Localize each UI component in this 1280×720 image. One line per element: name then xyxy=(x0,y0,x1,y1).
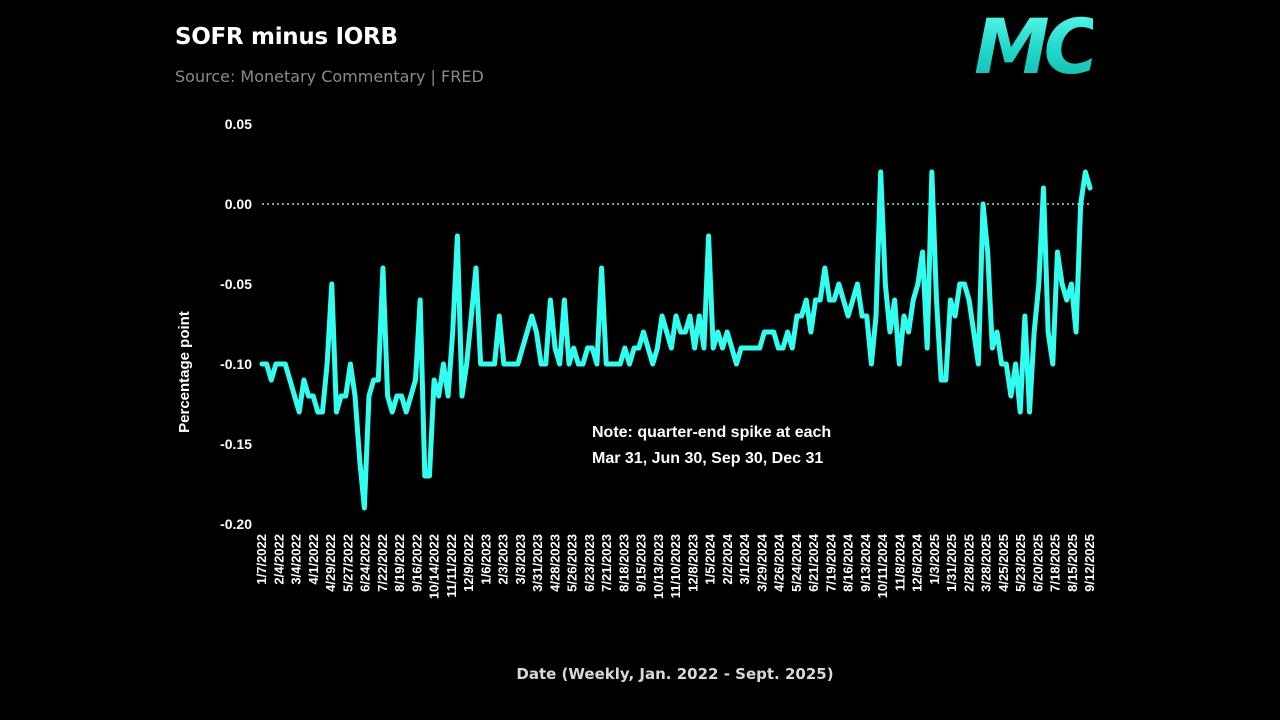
x-axis-label: Date (Weekly, Jan. 2022 - Sept. 2025) xyxy=(516,665,833,683)
x-tick-label: 8/18/2023 xyxy=(616,534,631,592)
y-tick-label: 0.00 xyxy=(225,196,252,212)
x-tick-label: 8/15/2025 xyxy=(1065,534,1080,592)
x-tick-label: 9/15/2023 xyxy=(634,534,649,592)
x-tick-label: 5/23/2025 xyxy=(1013,534,1028,592)
x-tick-label: 1/6/2023 xyxy=(478,534,493,585)
x-tick-label: 2/28/2025 xyxy=(961,534,976,592)
chart-title: SOFR minus IORB xyxy=(175,24,398,50)
x-tick-label: 11/8/2024 xyxy=(892,533,907,591)
x-tick-label: 11/11/2022 xyxy=(444,534,459,598)
x-tick-label: 9/12/2025 xyxy=(1082,534,1097,592)
x-tick-label: 1/3/2025 xyxy=(927,534,942,585)
x-tick-label: 12/6/2024 xyxy=(910,533,925,592)
x-tick-label: 10/11/2024 xyxy=(875,533,890,598)
x-tick-label: 9/13/2024 xyxy=(858,533,873,592)
x-tick-label: 6/21/2024 xyxy=(806,533,821,592)
x-tick-label: 5/24/2024 xyxy=(789,533,804,592)
x-tick-label: 5/27/2022 xyxy=(340,534,355,592)
x-tick-label: 3/31/2023 xyxy=(530,534,545,592)
x-axis-ticks: 1/7/2022 2/4/2022 3/4/2022 4/1/2022 4/29/202… xyxy=(254,533,1097,599)
x-tick-label: 2/2/2024 xyxy=(720,533,735,584)
x-tick-label: 2/3/2023 xyxy=(496,534,511,585)
x-tick-label: 7/22/2022 xyxy=(375,534,390,592)
mc-logo: MC xyxy=(974,2,1099,91)
chart-note: Note: quarter-end spike at each Mar 31, … xyxy=(592,424,832,467)
y-axis-ticks: 0.05 0.00 -0.05 -0.10 -0.15 -0.20 xyxy=(220,116,252,532)
x-tick-label: 4/28/2023 xyxy=(547,534,562,592)
x-tick-label: 8/16/2024 xyxy=(841,533,856,592)
x-tick-label: 3/1/2024 xyxy=(737,533,752,584)
x-tick-label: 3/3/2023 xyxy=(513,534,528,585)
chart-subtitle: Source: Monetary Commentary | FRED xyxy=(175,67,484,86)
y-tick-label: -0.15 xyxy=(220,436,252,452)
x-tick-label: 6/23/2023 xyxy=(582,534,597,592)
x-tick-label: 7/18/2025 xyxy=(1048,534,1063,592)
y-tick-label: -0.05 xyxy=(220,276,252,292)
x-tick-label: 11/10/2023 xyxy=(668,534,683,598)
x-tick-label: 3/28/2025 xyxy=(979,534,994,592)
y-axis-label: Percentage point xyxy=(176,311,193,433)
x-tick-label: 10/14/2022 xyxy=(427,534,442,599)
x-tick-label: 6/20/2025 xyxy=(1030,534,1045,592)
x-tick-label: 4/26/2024 xyxy=(772,533,787,592)
x-tick-label: 1/7/2022 xyxy=(254,534,269,585)
x-tick-label: 8/19/2022 xyxy=(392,534,407,592)
x-tick-label: 5/26/2023 xyxy=(565,534,580,592)
x-tick-label: 4/29/2022 xyxy=(323,534,338,592)
x-tick-label: 1/31/2025 xyxy=(944,534,959,592)
x-tick-label: 12/8/2023 xyxy=(685,534,700,592)
x-tick-label: 4/25/2025 xyxy=(996,534,1011,592)
x-tick-label: 10/13/2023 xyxy=(651,534,666,599)
x-tick-label: 1/5/2024 xyxy=(703,533,718,584)
x-tick-label: 12/9/2022 xyxy=(461,534,476,592)
y-tick-label: 0.05 xyxy=(225,116,252,132)
y-tick-label: -0.20 xyxy=(220,516,252,532)
x-tick-label: 3/4/2022 xyxy=(289,534,304,585)
x-tick-label: 6/24/2022 xyxy=(358,534,373,592)
x-tick-label: 3/29/2024 xyxy=(754,533,769,592)
x-tick-label: 2/4/2022 xyxy=(271,534,286,585)
x-tick-label: 7/21/2023 xyxy=(599,534,614,592)
x-tick-label: 7/19/2024 xyxy=(823,533,838,592)
y-tick-label: -0.10 xyxy=(220,356,252,372)
x-tick-label: 4/1/2022 xyxy=(306,534,321,585)
series-line xyxy=(259,169,1093,511)
x-tick-label: 9/16/2022 xyxy=(409,534,424,592)
